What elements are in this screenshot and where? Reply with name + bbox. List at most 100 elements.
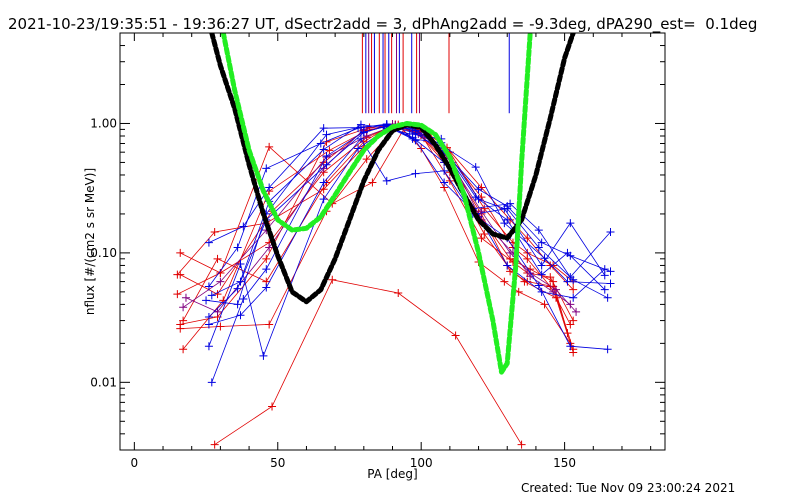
data-point xyxy=(233,300,242,309)
data-point xyxy=(202,296,211,305)
data-point xyxy=(216,322,225,331)
data-point xyxy=(440,178,449,187)
data-point xyxy=(382,176,391,185)
data-point xyxy=(477,207,486,216)
data-point xyxy=(239,222,248,231)
data-point xyxy=(411,169,420,178)
series-11 xyxy=(204,134,612,354)
data-point xyxy=(359,128,368,137)
data-point xyxy=(534,281,543,290)
data-point xyxy=(534,226,543,235)
data-point xyxy=(546,273,555,282)
data-point xyxy=(322,152,331,161)
data-point xyxy=(600,265,609,274)
data-point xyxy=(204,282,213,291)
data-point xyxy=(319,195,328,204)
data-point xyxy=(262,283,271,292)
y-axis-label: nflux [#/(cm2 s sr MeV)] xyxy=(83,168,97,315)
data-point xyxy=(566,273,575,282)
series-line xyxy=(211,125,606,299)
data-point xyxy=(514,287,523,296)
marker-lines xyxy=(361,33,510,114)
data-point xyxy=(265,142,274,151)
data-point xyxy=(480,229,489,238)
data-point xyxy=(569,285,578,294)
data-point xyxy=(534,243,543,252)
data-point xyxy=(600,285,609,294)
data-point xyxy=(173,290,182,299)
data-point xyxy=(204,320,213,329)
data-point xyxy=(319,145,328,154)
data-point xyxy=(319,124,328,133)
data-point xyxy=(328,275,337,284)
data-point xyxy=(445,176,454,185)
data-point xyxy=(210,440,219,449)
data-point xyxy=(471,193,480,202)
data-point xyxy=(322,130,331,139)
data-point xyxy=(354,124,363,133)
data-point xyxy=(204,342,213,351)
data-point xyxy=(236,311,245,320)
data-point xyxy=(268,402,277,411)
data-point xyxy=(569,293,578,302)
data-point xyxy=(569,316,578,325)
data-point xyxy=(213,254,222,263)
data-point xyxy=(523,277,532,286)
data-point xyxy=(356,134,365,143)
x-tick-label: 100 xyxy=(410,456,433,470)
data-point xyxy=(500,204,509,213)
data-point xyxy=(566,300,575,309)
data-point xyxy=(523,234,532,243)
data-point xyxy=(354,144,363,153)
series-17 xyxy=(204,120,609,294)
data-point xyxy=(549,287,558,296)
data-point xyxy=(210,228,219,237)
data-point xyxy=(477,234,486,243)
data-point xyxy=(603,345,612,354)
data-point xyxy=(213,307,222,316)
data-point xyxy=(207,378,216,387)
data-point xyxy=(566,342,575,351)
data-point xyxy=(563,329,572,338)
data-point xyxy=(176,320,185,329)
data-point xyxy=(265,183,274,192)
data-point xyxy=(540,300,549,309)
data-point xyxy=(537,287,546,296)
data-point xyxy=(500,277,509,286)
data-point xyxy=(204,238,213,247)
x-axis-label: PA [deg] xyxy=(367,467,417,481)
data-point xyxy=(262,265,271,274)
data-point xyxy=(179,303,188,312)
data-point xyxy=(606,279,615,288)
data-point xyxy=(236,260,245,269)
data-point xyxy=(506,199,515,208)
created-timestamp: Created: Tue Nov 09 23:00:24 2021 xyxy=(521,481,736,495)
series-line xyxy=(211,125,608,383)
data-point xyxy=(451,331,460,340)
data-point xyxy=(572,307,581,316)
y-tick-label: 0.10 xyxy=(90,246,117,260)
data-point xyxy=(537,261,546,270)
data-point xyxy=(204,312,213,321)
data-point xyxy=(517,440,526,449)
data-point xyxy=(566,219,575,228)
green-model-curve xyxy=(220,33,533,375)
data-point xyxy=(262,254,271,263)
data-point xyxy=(549,277,558,286)
data-point xyxy=(563,248,572,257)
data-point xyxy=(474,185,483,194)
data-point xyxy=(523,248,532,257)
data-point xyxy=(233,243,242,252)
x-tick-label: 50 xyxy=(270,456,285,470)
data-point xyxy=(546,282,555,291)
series-line xyxy=(214,279,522,445)
data-point xyxy=(368,178,377,187)
data-point xyxy=(319,178,328,187)
data-point xyxy=(262,164,271,173)
data-point xyxy=(265,320,274,329)
data-point xyxy=(316,139,325,148)
data-point xyxy=(322,160,331,169)
data-point xyxy=(325,146,334,155)
axes: 0 50 100 150 0.01 0.10 1.00 PA [deg] nflux [#/(c… xyxy=(83,32,665,481)
